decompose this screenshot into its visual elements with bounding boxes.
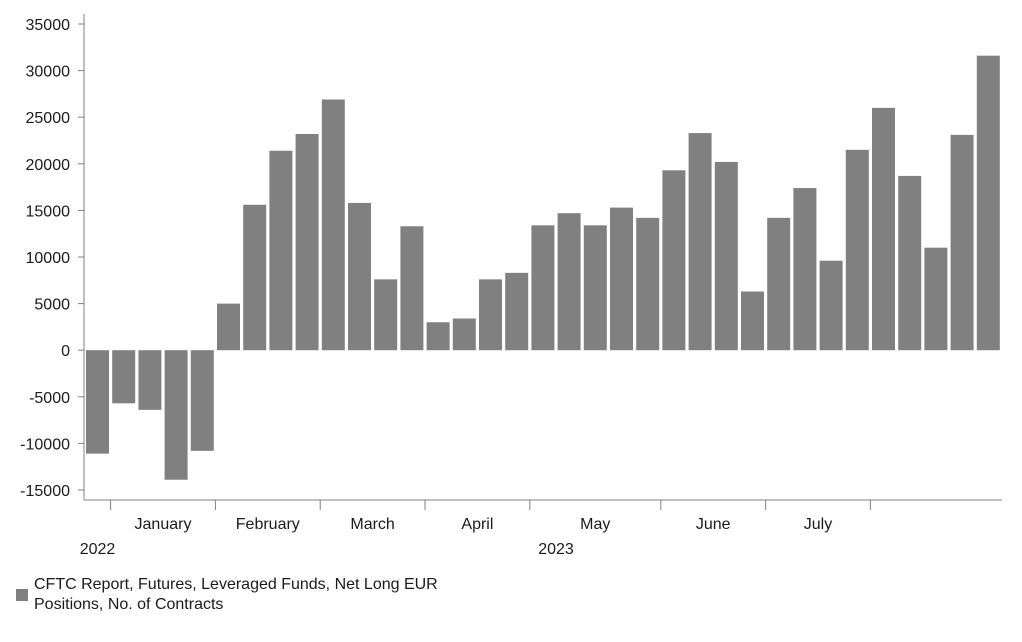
x-tick-label-month: May — [580, 516, 610, 533]
bar — [164, 350, 188, 480]
y-tick-label: 15000 — [26, 203, 71, 220]
bar — [374, 279, 398, 351]
bar — [86, 350, 109, 454]
legend: CFTC Report, Futures, Leveraged Funds, N… — [16, 575, 494, 615]
bar — [898, 175, 922, 351]
bar — [295, 133, 319, 351]
bar — [321, 99, 345, 351]
bar — [479, 279, 502, 351]
y-tick-label: 30000 — [26, 64, 71, 81]
bar — [610, 207, 633, 351]
bars — [86, 55, 1000, 480]
legend-label: CFTC Report, Futures, Leveraged Funds, N… — [34, 576, 438, 613]
bar — [872, 107, 895, 351]
axis-labels: 35000 30000 25000 20000 15000 10000 5000 0 -5000… — [20, 17, 832, 558]
bar — [583, 225, 607, 351]
x-tick-label-month: January — [135, 516, 192, 533]
bar — [557, 213, 581, 351]
bar — [845, 149, 869, 351]
bar — [767, 217, 791, 351]
x-tick-label-year: 2023 — [538, 541, 574, 558]
bar — [793, 188, 817, 351]
bar — [531, 225, 555, 351]
bar — [714, 161, 738, 351]
bar — [452, 318, 476, 351]
legend-swatch — [16, 589, 28, 601]
bar — [741, 291, 764, 351]
y-tick-label: 20000 — [26, 157, 71, 174]
bar — [924, 247, 948, 351]
y-tick-label: 5000 — [34, 297, 70, 314]
x-tick-label-month: April — [461, 516, 493, 533]
x-tick-label-year: 2022 — [80, 541, 116, 558]
bar — [243, 204, 267, 351]
bar — [662, 170, 686, 351]
bar — [348, 202, 371, 351]
y-tick-label: -10000 — [20, 436, 70, 453]
y-tick-label: -5000 — [29, 390, 70, 407]
bar — [112, 350, 136, 404]
y-tick-label: -15000 — [20, 483, 70, 500]
bar — [819, 260, 843, 351]
bar — [190, 350, 214, 451]
bar — [217, 303, 240, 351]
y-tick-label: 10000 — [26, 250, 71, 267]
bar — [505, 272, 529, 351]
bar — [400, 226, 424, 351]
x-tick-label-month: June — [696, 516, 731, 533]
y-tick-label: 35000 — [26, 17, 71, 34]
x-tick-label-month: February — [236, 516, 300, 533]
bar — [950, 134, 974, 351]
bar — [426, 322, 450, 351]
bar — [976, 55, 1000, 351]
bar — [138, 350, 162, 410]
x-tick-label-month: March — [350, 516, 394, 533]
x-tick-label-month: July — [804, 516, 832, 533]
axes — [78, 14, 1002, 510]
bar — [688, 133, 712, 351]
y-tick-label: 25000 — [26, 110, 71, 127]
bar — [636, 217, 660, 351]
bar — [269, 150, 293, 351]
y-tick-label: 0 — [61, 343, 70, 360]
